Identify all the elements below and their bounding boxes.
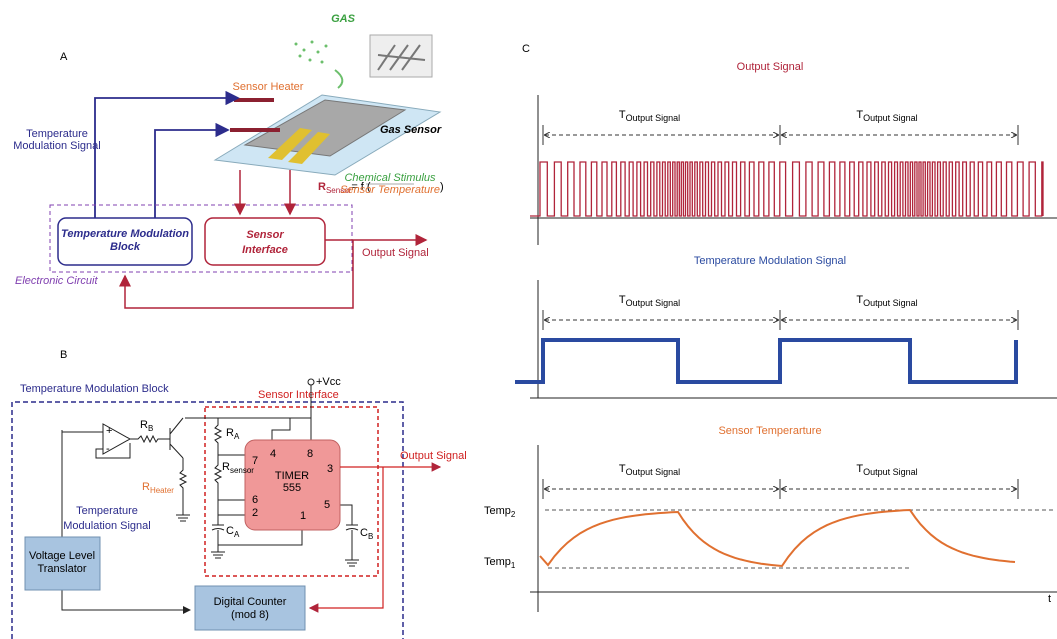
period-label: TOutput Signal: [619, 294, 680, 308]
symbol: Temp: [484, 556, 511, 568]
pin-label: 2: [252, 507, 258, 519]
modulation-signal-label: Temperature: [76, 505, 138, 517]
modulation-signal-label: Modulation Signal: [63, 520, 150, 532]
heater-lead: [230, 128, 280, 132]
subscript: Output Signal: [863, 113, 918, 123]
vcc-label: +Vcc: [316, 376, 341, 388]
translator-label: Voltage Level: [29, 550, 95, 562]
period-label: TOutput Signal: [619, 463, 680, 477]
panel-label: C: [522, 43, 530, 55]
sensor-interface-label: Sensor: [246, 229, 284, 241]
subscript: Output Signal: [863, 467, 918, 477]
sensor-heater-label: Sensor Heater: [233, 81, 304, 93]
gas-sensor-label: Gas Sensor: [380, 124, 442, 136]
subscript: B: [148, 424, 153, 433]
pin-label: 8: [307, 448, 313, 460]
block-label: Temperature Modulation Block: [20, 383, 169, 395]
plot-title: Temperature Modulation Signal: [694, 255, 846, 267]
subscript: Output Signal: [863, 298, 918, 308]
modulation-block-label: Block: [110, 241, 141, 253]
period-label: TOutput Signal: [856, 109, 917, 123]
opamp-sign: +: [106, 425, 112, 437]
subscript: A: [234, 530, 240, 539]
symbol: R: [142, 481, 150, 493]
subscript: Output Signal: [626, 113, 681, 123]
component-label: RHeater: [142, 481, 174, 495]
symbol: C: [360, 527, 368, 539]
modulation-signal-label: Modulation Signal: [13, 140, 100, 152]
translator-label: Translator: [37, 563, 86, 575]
output-signal-label: Output Signal: [400, 450, 467, 462]
subscript: Output Signal: [626, 467, 681, 477]
axis-label: t: [1048, 593, 1051, 605]
pin-label: 3: [327, 463, 333, 475]
timer-label: 555: [283, 482, 301, 494]
gas-flow: [335, 70, 342, 88]
component-label: RB: [140, 419, 153, 433]
sensor-interface-label: Interface: [242, 244, 288, 256]
modulation-block-label: Temperature Modulation: [61, 228, 189, 240]
modulation-waveform: [515, 340, 1016, 382]
counter-label: (mod 8): [231, 609, 269, 621]
gas-label: GAS: [331, 13, 356, 25]
pin-label: 4: [270, 448, 276, 460]
period-label: TOutput Signal: [856, 294, 917, 308]
formula-symbol: R: [318, 181, 326, 193]
subscript: Heater: [150, 486, 174, 495]
symbol: Temp: [484, 505, 511, 517]
output-waveform: [530, 162, 1043, 216]
timer-label: TIMER: [275, 470, 309, 482]
vcc-terminal: [308, 379, 314, 385]
symbol: R: [140, 419, 148, 431]
subscript: Output Signal: [626, 298, 681, 308]
pin-label: 1: [300, 510, 306, 522]
page: A GAS Sensor Heater Gas Sensor Temperatu…: [0, 0, 1057, 639]
subscript: sensor: [230, 466, 254, 475]
subscript: A: [234, 432, 240, 441]
formula-close: ): [440, 181, 444, 193]
panel-a: A GAS Sensor Heater Gas Sensor Temperatu…: [13, 13, 443, 308]
period-label: TOutput Signal: [619, 109, 680, 123]
component-label: RA: [226, 427, 240, 441]
subscript: 1: [511, 561, 516, 570]
signal-line: [95, 98, 238, 218]
panel-b: B Temperature Modulation Block Sensor In…: [12, 349, 467, 639]
symbol: R: [222, 461, 230, 473]
temperature-curve: [540, 510, 1015, 566]
pin-label: 5: [324, 499, 330, 511]
formula-denominator: Sensor Temperature: [340, 184, 440, 196]
sensor-interface-block: [205, 218, 325, 265]
level-label: Temp2: [484, 505, 516, 519]
modulation-signal-label: Temperature: [26, 128, 88, 140]
subscript: B: [368, 532, 373, 541]
electronic-circuit-label: Electronic Circuit: [15, 275, 98, 287]
component-label: CA: [226, 525, 240, 539]
gas-dots: [295, 41, 328, 64]
panel-c: C t Temp2 Temp1 Output SignalTOutput Sig…: [484, 43, 1057, 612]
counter-box: [195, 586, 305, 630]
figure: A GAS Sensor Heater Gas Sensor Temperatu…: [0, 0, 1057, 639]
symbol: C: [226, 525, 234, 537]
heater-lead: [234, 98, 274, 102]
plot-title: Output Signal: [737, 61, 804, 73]
period-label: TOutput Signal: [856, 463, 917, 477]
component-label: CB: [360, 527, 373, 541]
symbol: R: [226, 427, 234, 439]
pin-label: 6: [252, 494, 258, 506]
plot-title: Sensor Temperarture: [718, 425, 821, 437]
subscript: 2: [511, 510, 516, 519]
counter-label: Digital Counter: [214, 596, 287, 608]
block-label: Sensor Interface: [258, 389, 339, 401]
formula-numerator: Chemical Stimulus: [344, 172, 436, 184]
panel-label: A: [60, 51, 68, 63]
opamp-sign: -: [106, 443, 110, 455]
level-label: Temp1: [484, 556, 516, 570]
output-signal-label: Output Signal: [362, 247, 429, 259]
panel-label: B: [60, 349, 67, 361]
